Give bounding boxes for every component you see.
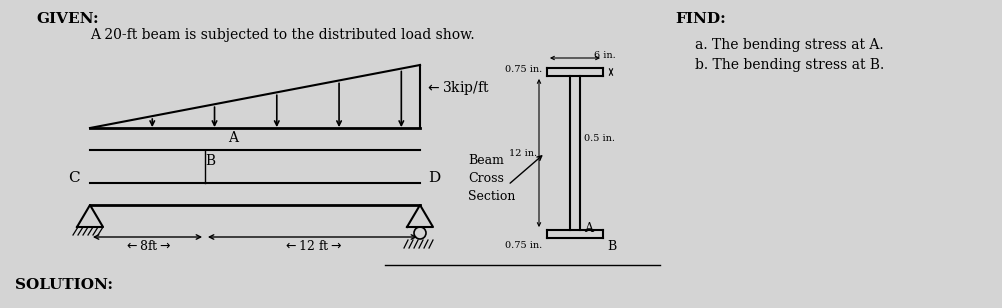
Text: b. The bending stress at B.: b. The bending stress at B. [694,58,884,72]
Text: 0.75 in.: 0.75 in. [504,241,541,250]
Text: a. The bending stress at A.: a. The bending stress at A. [694,38,883,52]
Text: $\leftarrow$8ft$\rightarrow$: $\leftarrow$8ft$\rightarrow$ [124,239,171,253]
Text: GIVEN:: GIVEN: [36,12,98,26]
Text: FIND:: FIND: [674,12,725,26]
Text: 12 in.: 12 in. [508,148,536,157]
Text: A: A [583,221,592,234]
Text: 6 in.: 6 in. [593,51,615,60]
Text: A: A [227,131,237,145]
Text: SOLUTION:: SOLUTION: [15,278,113,292]
Text: B: B [606,240,615,253]
Text: A 20-ft beam is subjected to the distributed load show.: A 20-ft beam is subjected to the distrib… [90,28,474,42]
Text: 0.75 in.: 0.75 in. [504,65,541,74]
Text: $\leftarrow$12 ft$\rightarrow$: $\leftarrow$12 ft$\rightarrow$ [283,239,342,253]
Text: D: D [428,171,440,185]
Text: 0.5 in.: 0.5 in. [583,133,614,143]
Text: B: B [204,154,214,168]
Text: C: C [68,171,79,185]
Text: $\leftarrow$3kip/ft: $\leftarrow$3kip/ft [425,79,489,97]
Text: Beam
Cross
Section: Beam Cross Section [468,153,515,202]
